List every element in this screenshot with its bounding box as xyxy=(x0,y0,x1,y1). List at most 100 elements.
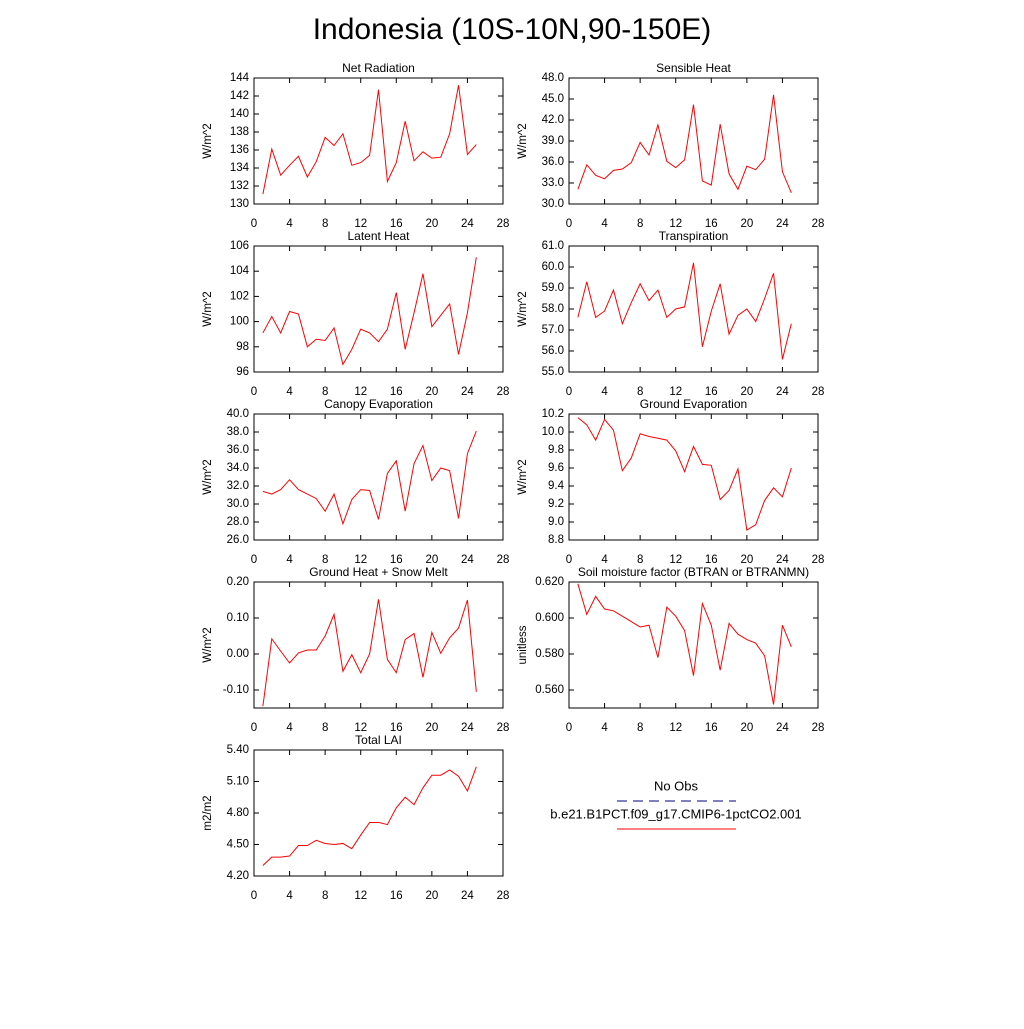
x-tick-label: 12 xyxy=(354,218,367,230)
y-tick-label: 0.20 xyxy=(227,576,249,588)
x-tick-label: 8 xyxy=(322,554,328,566)
x-tick-label: 20 xyxy=(425,218,438,230)
x-tick-label: 16 xyxy=(390,386,403,398)
x-tick-label: 20 xyxy=(425,554,438,566)
y-tick-label: 136 xyxy=(230,144,249,156)
y-tick-label: 5.10 xyxy=(227,776,249,788)
legend-label: b.e21.B1PCT.f09_g17.CMIP6-1pctCO2.001 xyxy=(550,806,801,821)
y-tick-label: 36.0 xyxy=(227,444,249,456)
y-tick-label: 28.0 xyxy=(227,516,249,528)
y-tick-label: 39.0 xyxy=(542,135,564,147)
y-tick-label: 4.80 xyxy=(227,807,249,819)
x-tick-label: 4 xyxy=(601,722,608,734)
x-tick-label: 24 xyxy=(776,722,789,734)
y-tick-label: 33.0 xyxy=(542,177,564,189)
y-tick-label: 8.8 xyxy=(548,534,564,546)
x-tick-label: 28 xyxy=(812,218,825,230)
y-tick-label: 140 xyxy=(230,108,249,120)
panel-title: Canopy Evaporation xyxy=(324,397,433,411)
y-tick-label: 30.0 xyxy=(542,198,564,210)
data-line xyxy=(262,85,477,195)
panel: Sensible Heat W/m^2 0 4 8 12 16 20 24 28 30.0 33.0 3… xyxy=(517,61,824,230)
y-tick-label: 9.0 xyxy=(548,516,564,528)
y-tick-label: 58.0 xyxy=(542,303,564,315)
x-tick-label: 0 xyxy=(251,386,257,398)
x-tick-label: 0 xyxy=(566,386,572,398)
x-tick-label: 8 xyxy=(637,218,643,230)
x-tick-label: 4 xyxy=(286,554,293,566)
y-tick-label: 59.0 xyxy=(542,282,564,294)
x-tick-label: 8 xyxy=(637,722,643,734)
y-tick-label: 56.0 xyxy=(542,345,564,357)
x-tick-label: 24 xyxy=(461,554,474,566)
y-axis-label: W/m^2 xyxy=(202,291,214,326)
y-tick-label: 98 xyxy=(236,341,249,353)
x-tick-label: 4 xyxy=(286,386,293,398)
y-axis-label: W/m^2 xyxy=(517,123,529,158)
y-tick-label: 9.6 xyxy=(548,462,564,474)
x-tick-label: 24 xyxy=(461,722,474,734)
y-tick-label: 106 xyxy=(230,240,249,252)
plot-frame xyxy=(568,581,819,709)
x-tick-label: 12 xyxy=(669,554,682,566)
x-tick-label: 20 xyxy=(740,554,753,566)
x-tick-label: 12 xyxy=(669,386,682,398)
y-tick-label: 57.0 xyxy=(542,324,564,336)
y-tick-label: 0.600 xyxy=(535,612,564,624)
y-axis-label: W/m^2 xyxy=(202,123,214,158)
x-tick-label: 16 xyxy=(705,554,718,566)
plot-frame xyxy=(568,77,819,205)
x-tick-label: 12 xyxy=(354,722,367,734)
y-tick-label: 0.580 xyxy=(535,648,564,660)
y-tick-label: 9.2 xyxy=(548,498,564,510)
y-tick-label: 0.00 xyxy=(227,648,249,660)
y-tick-label: 9.8 xyxy=(548,444,564,456)
x-tick-label: 8 xyxy=(322,722,328,734)
y-tick-label: 134 xyxy=(230,162,250,174)
y-tick-label: 45.0 xyxy=(542,93,564,105)
data-line xyxy=(262,257,477,366)
y-tick-label: 42.0 xyxy=(542,114,564,126)
x-tick-label: 0 xyxy=(251,890,257,902)
x-tick-label: 16 xyxy=(705,218,718,230)
panel-title: Ground Heat + Snow Melt xyxy=(309,565,448,579)
x-tick-label: 20 xyxy=(740,386,753,398)
y-tick-label: 132 xyxy=(230,180,249,192)
panel: Net Radiation W/m^2 0 4 8 12 16 20 24 28 130 132 134… xyxy=(202,61,509,230)
data-line xyxy=(262,766,477,866)
x-tick-label: 16 xyxy=(705,386,718,398)
panel-title: Soil moisture factor (BTRAN or BTRANMN) xyxy=(578,565,809,579)
x-tick-label: 20 xyxy=(425,722,438,734)
x-tick-label: 16 xyxy=(390,890,403,902)
y-tick-label: 10.2 xyxy=(542,408,564,420)
panel: Soil moisture factor (BTRAN or BTRANMN) u… xyxy=(517,565,824,734)
y-tick-label: 4.20 xyxy=(227,870,249,882)
x-tick-label: 0 xyxy=(251,218,257,230)
plot-frame xyxy=(253,245,504,373)
x-tick-label: 4 xyxy=(601,386,608,398)
y-tick-label: 0.10 xyxy=(227,612,249,624)
x-tick-label: 28 xyxy=(497,890,510,902)
y-tick-label: 55.0 xyxy=(542,366,564,378)
y-axis-label: unitless xyxy=(517,625,529,664)
plot-frame xyxy=(253,581,504,709)
panel-title: Net Radiation xyxy=(342,61,415,75)
x-tick-label: 24 xyxy=(461,218,474,230)
y-axis-label: W/m^2 xyxy=(202,627,214,662)
y-tick-label: 5.40 xyxy=(227,744,249,756)
x-tick-label: 0 xyxy=(251,554,257,566)
panel-title: Latent Heat xyxy=(347,229,410,243)
panel-title: Total LAI xyxy=(355,733,402,747)
x-tick-label: 8 xyxy=(637,386,643,398)
x-tick-label: 20 xyxy=(425,890,438,902)
y-axis-label: W/m^2 xyxy=(517,291,529,326)
x-tick-label: 20 xyxy=(740,218,753,230)
data-line xyxy=(577,417,792,531)
y-tick-label: -0.10 xyxy=(223,684,249,696)
y-tick-label: 61.0 xyxy=(542,240,564,252)
panel: Ground Heat + Snow Melt W/m^2 0 4 8 12 16 20 24 2… xyxy=(202,565,509,734)
y-tick-label: 102 xyxy=(230,290,249,302)
x-tick-label: 16 xyxy=(705,722,718,734)
x-tick-label: 28 xyxy=(812,722,825,734)
x-tick-label: 28 xyxy=(497,218,510,230)
